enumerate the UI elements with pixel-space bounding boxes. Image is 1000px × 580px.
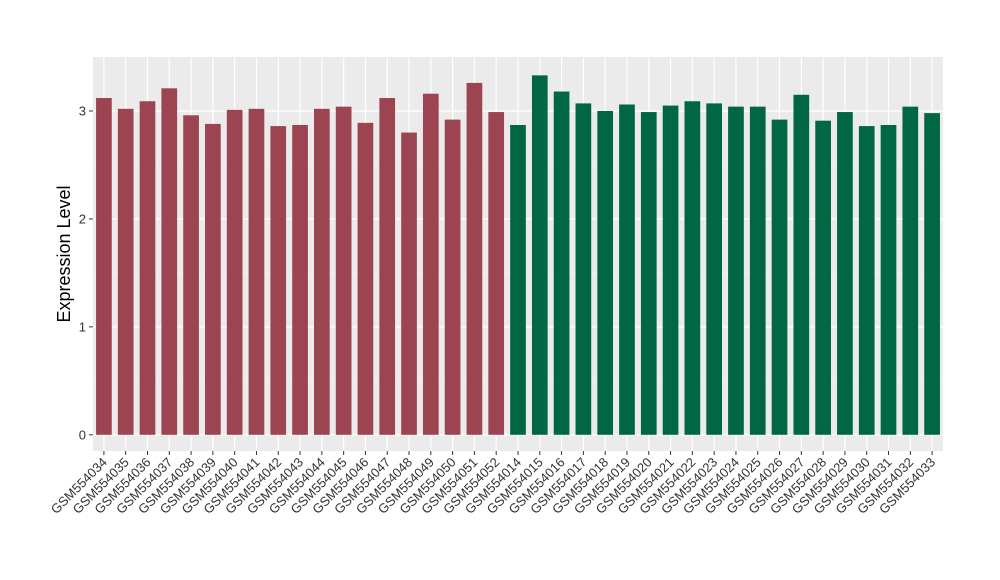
x-axis: GSM554034GSM554035GSM554036GSM554037GSM5… [48, 451, 938, 517]
bar-GSM554016 [553, 91, 570, 435]
bar-GSM554019 [619, 104, 635, 435]
bar-GSM554029 [837, 112, 853, 435]
bar-GSM554018 [597, 110, 614, 435]
bar-GSM554031 [880, 125, 897, 435]
bar-GSM554047 [379, 98, 396, 435]
bar-GSM554025 [749, 106, 766, 435]
bar-GSM554041 [248, 108, 265, 435]
y-tick-label: 0 [79, 427, 86, 442]
bar-GSM554036 [139, 101, 156, 435]
bar-GSM554043 [292, 125, 308, 435]
bar-GSM554021 [662, 105, 679, 435]
bar-GSM554033 [924, 113, 940, 435]
bar-GSM554030 [858, 126, 875, 435]
bar-GSM554028 [815, 120, 831, 435]
bar-GSM554017 [575, 103, 592, 435]
bar-GSM554042 [270, 126, 287, 435]
bar-GSM554038 [183, 115, 199, 435]
bar-GSM554051 [466, 82, 483, 435]
bar-GSM554015 [531, 75, 548, 435]
bar-GSM554050 [444, 119, 461, 435]
bar-GSM554020 [640, 112, 657, 435]
bar-GSM554014 [510, 125, 526, 435]
bar-GSM554023 [706, 103, 722, 435]
y-tick-label: 1 [79, 319, 86, 334]
bar-GSM554048 [401, 132, 417, 435]
bar-GSM554027 [793, 94, 810, 435]
bar-GSM554052 [488, 112, 505, 435]
bar-GSM554046 [357, 122, 374, 435]
bar-GSM554049 [422, 93, 439, 435]
bar-GSM554035 [117, 108, 134, 435]
y-tick-label: 3 [79, 103, 86, 118]
bar-GSM554040 [226, 109, 243, 435]
y-axis: 0 1 2 3 [79, 103, 93, 442]
bar-GSM554039 [205, 123, 221, 435]
bar-GSM554045 [335, 106, 352, 435]
bars [96, 75, 940, 435]
bar-GSM554034 [96, 98, 112, 435]
bar-GSM554032 [902, 106, 919, 435]
bar-GSM554022 [684, 101, 701, 435]
bar-GSM554024 [728, 106, 744, 435]
y-axis-title: Expression Level [54, 185, 74, 322]
bar-GSM554044 [314, 108, 330, 435]
bar-GSM554026 [771, 119, 788, 435]
bar-GSM554037 [161, 88, 178, 435]
y-tick-label: 2 [79, 211, 86, 226]
